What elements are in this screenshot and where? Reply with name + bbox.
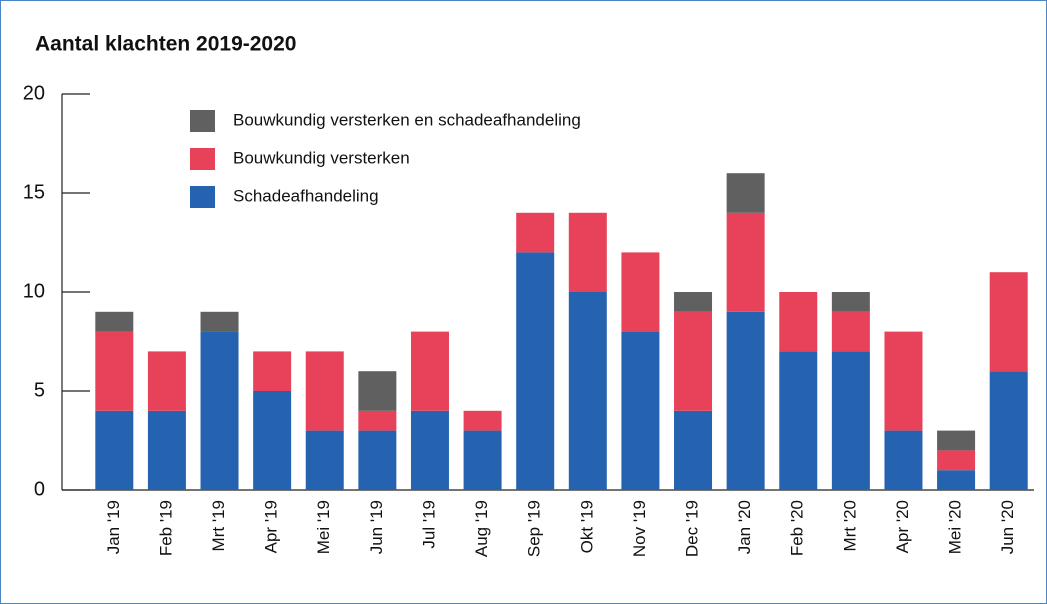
legend-label: Schadeafhandeling [233, 186, 379, 205]
bar-segment [779, 292, 818, 352]
bar-segment [463, 430, 502, 490]
bar-segment [884, 430, 923, 490]
bar-segment [937, 450, 976, 471]
bar-segment [568, 292, 607, 490]
bar-segment [358, 430, 397, 490]
y-tick-label: 10 [23, 280, 45, 302]
x-tick-label: Jul '19 [419, 500, 438, 549]
x-tick-label: Nov '19 [630, 500, 649, 557]
bar-segment [568, 212, 607, 292]
y-tick-label: 5 [34, 379, 45, 401]
x-tick-label: Jun '19 [367, 500, 386, 554]
bar-segment [95, 410, 134, 490]
bar-segment [884, 331, 923, 431]
x-tick-label: Dec '19 [683, 500, 702, 557]
bar-segment [989, 371, 1028, 490]
x-tick-label: Mrt '20 [840, 500, 859, 551]
bar-segment [147, 410, 186, 490]
bar-segment [95, 331, 134, 411]
y-tick-label: 20 [23, 82, 45, 104]
bar-segment [674, 292, 713, 312]
x-tick-label: Mei '19 [314, 500, 333, 554]
bar-segment [516, 252, 555, 490]
chart-title: Aantal klachten 2019-2020 [35, 33, 296, 56]
bar-segment [253, 391, 292, 490]
bar-segment [147, 351, 186, 411]
legend-label: Bouwkundig versterken en schadeafhandeli… [233, 110, 581, 129]
x-tick-label: Aug '19 [472, 500, 491, 557]
bar-segment [937, 430, 976, 451]
bar-segment [831, 292, 870, 312]
x-tick-label: Feb '19 [156, 500, 175, 556]
x-tick-label: Mrt '19 [209, 500, 228, 551]
bar-segment [95, 311, 134, 332]
bar-segment [463, 410, 502, 431]
bar-segment [726, 212, 765, 312]
bar-segment [516, 212, 555, 253]
x-tick-label: Mei '20 [946, 500, 965, 554]
bar-segment [674, 410, 713, 490]
x-tick-label: Jun '20 [998, 500, 1017, 554]
y-tick-label: 0 [34, 478, 45, 500]
y-tick-label: 15 [23, 181, 45, 203]
bar-segment [358, 410, 397, 431]
x-tick-label: Okt '19 [577, 500, 596, 553]
x-tick-label: Jan '20 [735, 500, 754, 554]
legend-label: Bouwkundig versterken [233, 148, 410, 167]
bar-segment [937, 470, 976, 490]
legend-swatch [190, 148, 215, 170]
x-tick-label: Sep '19 [525, 500, 544, 557]
x-tick-label: Apr '19 [262, 500, 281, 553]
bar-segment [621, 252, 660, 332]
bar-segment [726, 311, 765, 490]
x-tick-label: Feb '20 [788, 500, 807, 556]
bar-segment [726, 173, 765, 213]
bar-segment [410, 331, 449, 411]
x-tick-label: Apr '20 [893, 500, 912, 553]
bar-segment [831, 311, 870, 352]
bar-segment [621, 331, 660, 490]
bar-segment [305, 430, 344, 490]
legend-swatch [190, 110, 215, 132]
bar-segment [200, 331, 239, 490]
bar-segment [358, 371, 397, 411]
bar-segment [989, 272, 1028, 372]
bar-segment [410, 410, 449, 490]
x-tick-label: Jan '19 [104, 500, 123, 554]
bar-segment [779, 351, 818, 490]
bar-segment [305, 351, 344, 431]
bar-segment [831, 351, 870, 490]
bar-segment [253, 351, 292, 391]
legend-swatch [190, 186, 215, 208]
bar-segment [674, 311, 713, 411]
bar-segment [200, 311, 239, 332]
